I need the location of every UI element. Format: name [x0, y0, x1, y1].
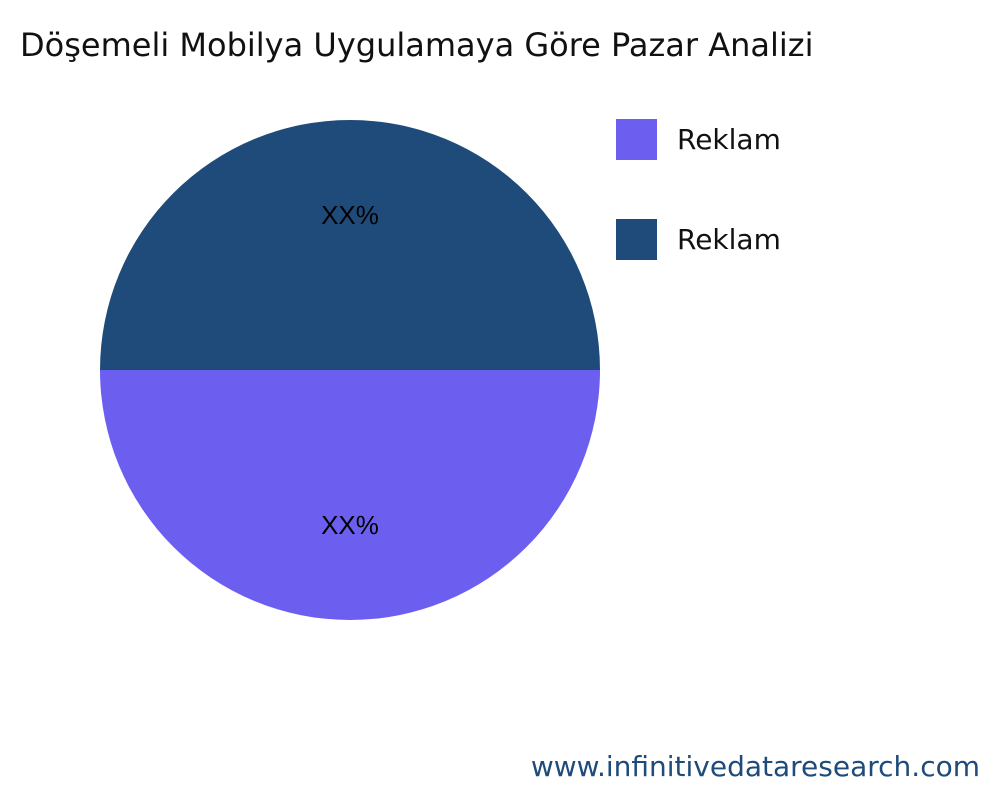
legend-item: Reklam [616, 119, 781, 160]
footer-url[interactable]: www.infinitivedataresearch.com [530, 750, 980, 783]
legend-item: Reklam [616, 219, 781, 260]
slice-label: XX% [321, 200, 379, 230]
legend-label: Reklam [677, 123, 781, 156]
pie-slice [100, 120, 600, 370]
chart-title: Döşemeli Mobilya Uygulamaya Göre Pazar A… [20, 26, 814, 64]
legend-label: Reklam [677, 223, 781, 256]
slice-label: XX% [321, 510, 379, 540]
legend-swatch [616, 119, 657, 160]
legend-swatch [616, 219, 657, 260]
pie-slice [100, 370, 600, 620]
